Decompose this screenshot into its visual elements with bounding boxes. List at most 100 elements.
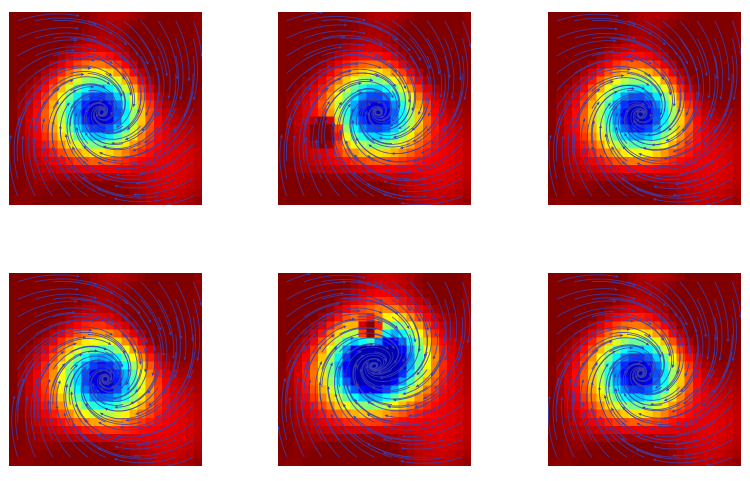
streamline bbox=[684, 125, 733, 166]
streamline bbox=[384, 404, 445, 418]
streamline bbox=[412, 90, 446, 142]
streamline bbox=[365, 110, 410, 136]
streamline-arrowhead bbox=[668, 127, 672, 131]
streamline-arrowhead bbox=[91, 85, 94, 89]
streamline-arrowhead bbox=[651, 143, 655, 147]
streamline-arrowhead bbox=[51, 146, 55, 150]
streamline bbox=[608, 356, 650, 387]
streamline bbox=[574, 32, 636, 40]
streamline bbox=[599, 154, 645, 197]
streamlines-top-right bbox=[548, 13, 741, 205]
streamline-arrowhead bbox=[353, 172, 357, 176]
streamline bbox=[379, 334, 413, 379]
streamline-arrowhead bbox=[416, 371, 420, 375]
streamline bbox=[339, 297, 399, 315]
streamline-arrowhead bbox=[362, 18, 367, 22]
streamline bbox=[33, 137, 54, 197]
streamline bbox=[366, 351, 411, 378]
streamline bbox=[70, 298, 128, 322]
streamline-arrowhead bbox=[346, 383, 350, 388]
streamline-arrowhead bbox=[83, 366, 87, 370]
streamline-arrowhead bbox=[614, 287, 618, 291]
streamline-arrowhead bbox=[609, 426, 613, 430]
streamline bbox=[574, 58, 634, 74]
streamline-arrowhead bbox=[25, 396, 29, 400]
streamline bbox=[192, 20, 202, 57]
streamline bbox=[663, 125, 716, 160]
streamline-arrowhead bbox=[379, 109, 383, 113]
streamline-arrowhead bbox=[63, 412, 67, 417]
streamline bbox=[339, 20, 398, 41]
streamline bbox=[286, 312, 334, 353]
streamline bbox=[712, 334, 733, 393]
streamline-arrowhead bbox=[89, 92, 93, 97]
streamline bbox=[426, 55, 436, 117]
streamline bbox=[43, 141, 71, 197]
streamline-arrowhead bbox=[371, 138, 375, 141]
streamline bbox=[105, 281, 152, 324]
streamline bbox=[590, 90, 618, 144]
streamline-arrowhead bbox=[626, 327, 630, 331]
streamline bbox=[353, 398, 410, 423]
streamline bbox=[567, 117, 575, 179]
streamline bbox=[722, 316, 734, 378]
streamline bbox=[63, 364, 79, 423]
streamline bbox=[609, 298, 666, 324]
streamline-arrowhead bbox=[72, 146, 76, 150]
streamline bbox=[657, 404, 716, 427]
streamline bbox=[359, 121, 410, 148]
streamline-arrowhead bbox=[739, 51, 741, 55]
streamline-panel-top-right bbox=[548, 12, 741, 205]
streamline-arrowhead bbox=[398, 126, 402, 129]
streamline bbox=[52, 297, 114, 310]
streamline-arrowhead bbox=[144, 139, 148, 143]
streamline-arrowhead bbox=[665, 138, 670, 142]
streamline-arrowhead bbox=[70, 165, 74, 169]
streamline bbox=[409, 55, 424, 115]
streamline-arrowhead bbox=[120, 364, 124, 368]
streamline-arrowhead bbox=[590, 77, 594, 81]
streamline bbox=[556, 311, 614, 335]
streamline bbox=[293, 135, 305, 197]
streamline bbox=[599, 125, 628, 180]
streamline bbox=[92, 383, 141, 403]
streamline bbox=[426, 281, 446, 341]
streamline bbox=[402, 351, 446, 395]
streamline bbox=[555, 361, 570, 423]
streamline bbox=[590, 407, 628, 458]
streamline bbox=[386, 143, 445, 163]
streamline bbox=[714, 299, 723, 361]
streamline-arrowhead bbox=[354, 364, 358, 368]
streamline-arrowhead bbox=[110, 320, 114, 323]
streamline bbox=[70, 20, 128, 46]
streamline bbox=[461, 20, 471, 48]
streamline bbox=[642, 125, 698, 151]
streamline-arrowhead bbox=[102, 106, 106, 110]
streamline-arrowhead bbox=[679, 172, 683, 176]
streamline-arrowhead bbox=[369, 78, 373, 82]
streamline-arrowhead bbox=[156, 113, 160, 117]
streamline-arrowhead bbox=[662, 320, 666, 324]
streamline bbox=[384, 160, 445, 173]
streamline-arrowhead bbox=[437, 71, 441, 75]
streamline bbox=[345, 350, 362, 405]
streamline-arrowhead bbox=[324, 119, 328, 123]
streamline bbox=[122, 20, 158, 72]
streamline-arrowhead bbox=[636, 174, 640, 178]
streamline-arrowhead bbox=[87, 124, 91, 128]
streamline bbox=[122, 298, 156, 352]
streamline bbox=[87, 90, 115, 121]
streamline bbox=[702, 90, 733, 146]
streamline-arrowhead bbox=[703, 141, 707, 145]
streamline bbox=[644, 281, 688, 326]
streamline bbox=[626, 37, 676, 75]
streamline bbox=[52, 312, 114, 324]
streamline bbox=[353, 171, 410, 197]
streamline bbox=[70, 84, 117, 111]
streamline bbox=[13, 116, 21, 179]
streamline-arrowhead bbox=[647, 333, 651, 337]
streamline bbox=[391, 20, 431, 69]
streamline-arrowhead bbox=[662, 303, 666, 307]
streamline-panel-bottom-left bbox=[9, 273, 202, 466]
streamline bbox=[113, 195, 176, 203]
